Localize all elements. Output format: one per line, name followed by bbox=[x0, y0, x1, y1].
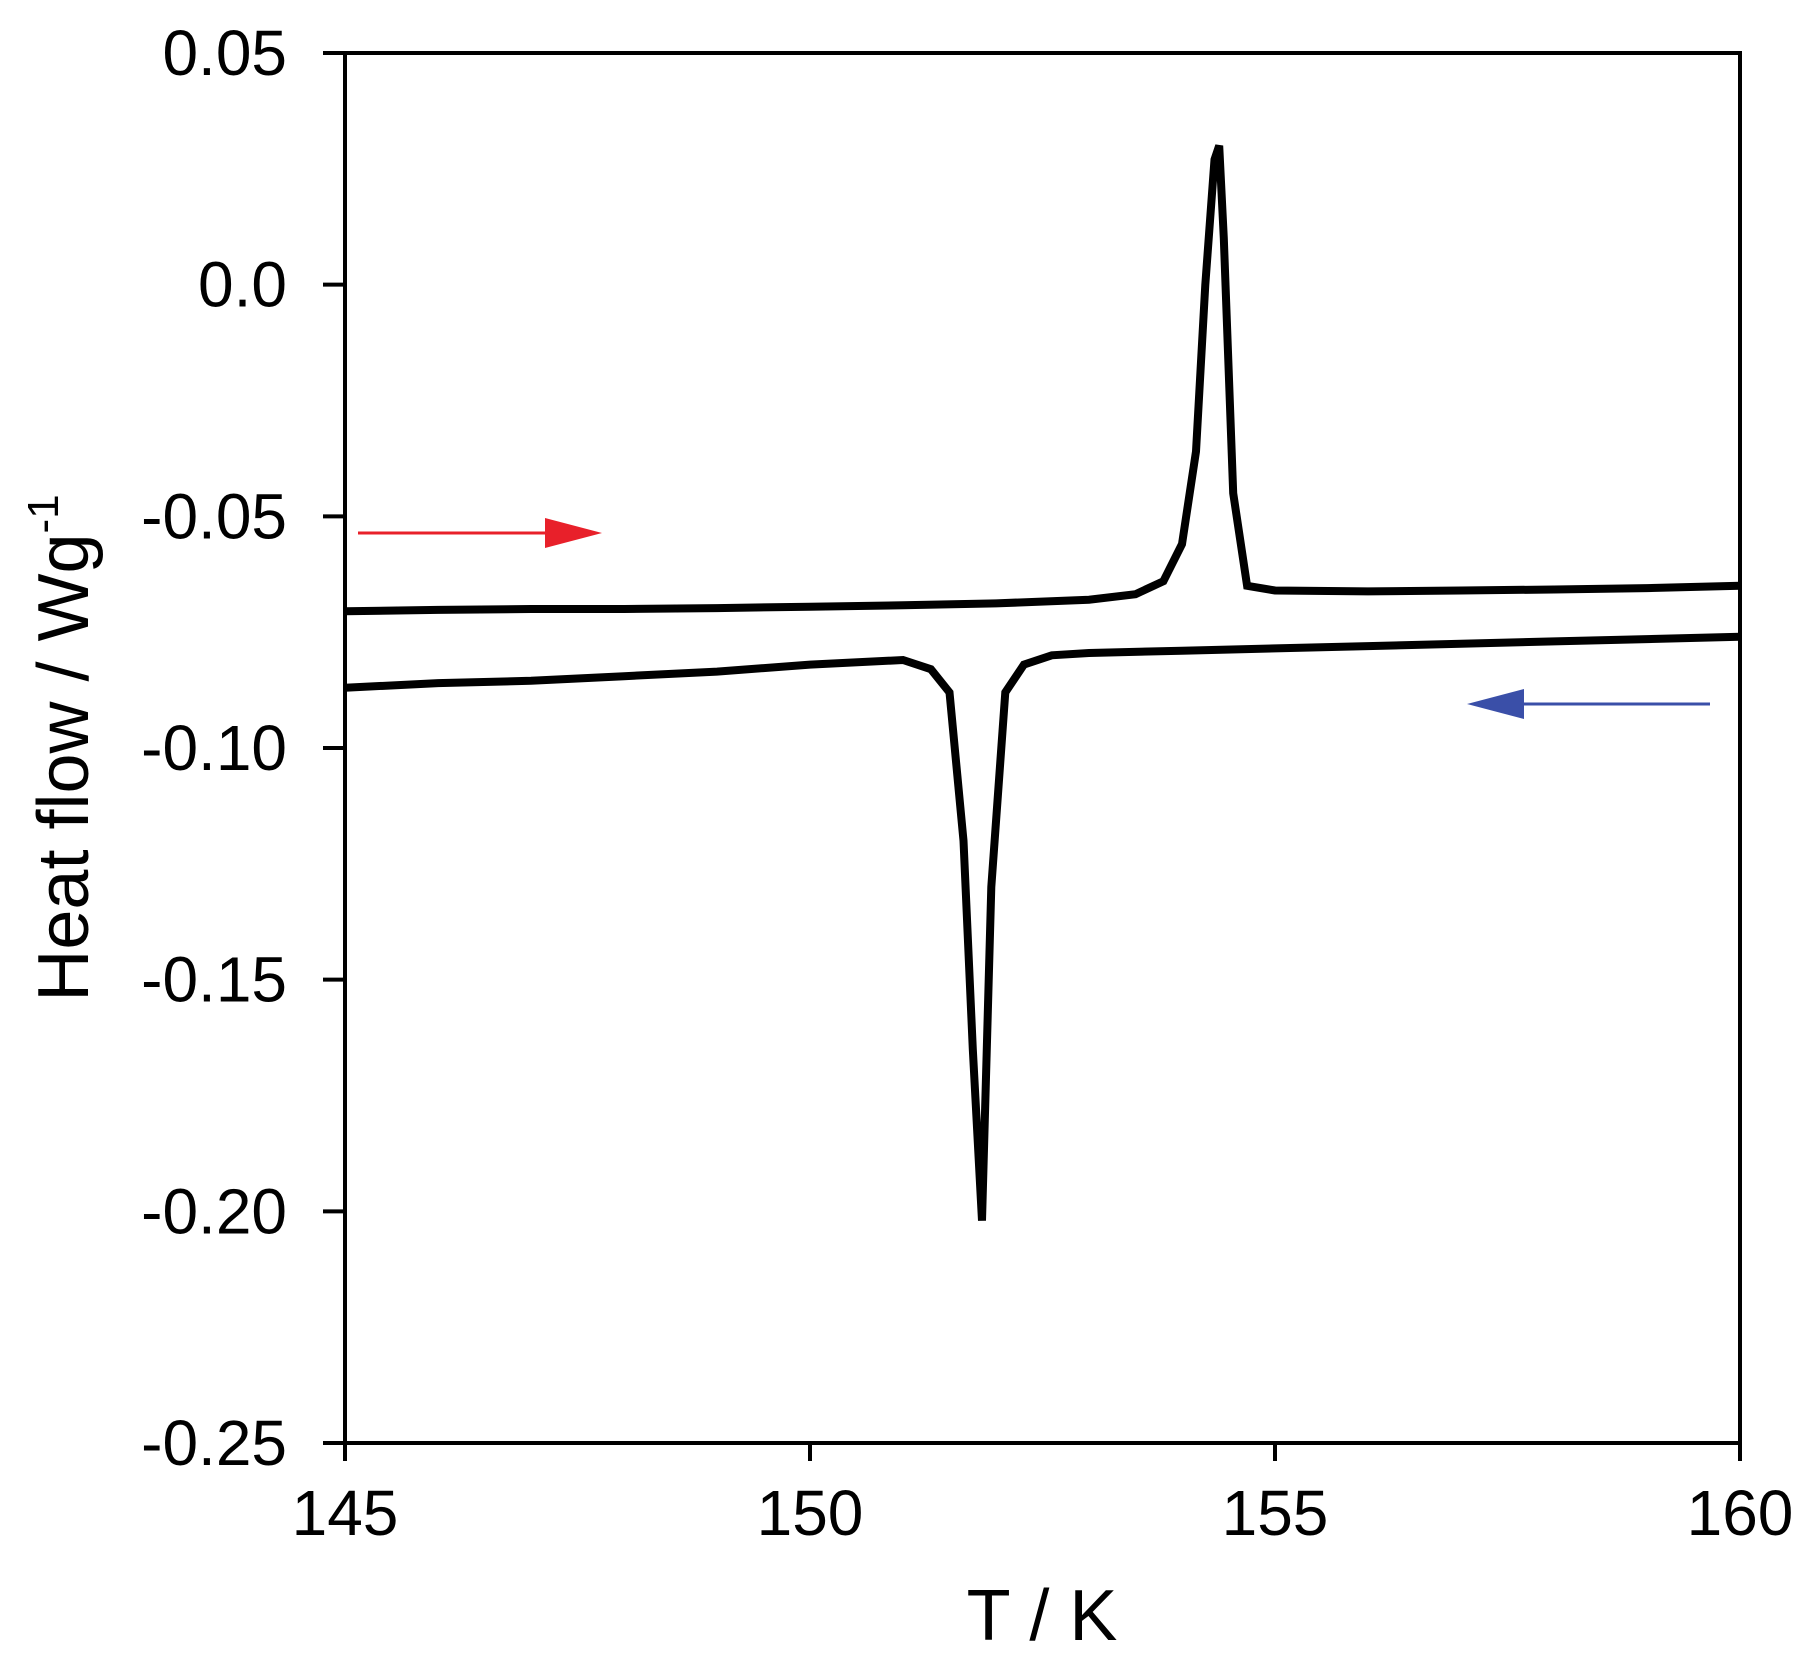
y-tick-label: -0.10 bbox=[141, 712, 287, 784]
x-tick-label: 160 bbox=[1687, 1477, 1794, 1549]
y-axis: 0.05 0.0 -0.05 -0.10 -0.15 -0.20 -0.25 bbox=[141, 17, 345, 1479]
y-axis-title-main: Heat flow / Wg bbox=[24, 533, 104, 1001]
heating-trace bbox=[344, 144, 1741, 616]
cooling-arrow bbox=[1467, 689, 1710, 719]
y-tick-label: -0.20 bbox=[141, 1175, 287, 1247]
y-tick-label: -0.05 bbox=[141, 480, 287, 552]
x-tick-label: 150 bbox=[757, 1477, 864, 1549]
y-tick-label: -0.25 bbox=[141, 1407, 287, 1479]
y-tick-label: -0.15 bbox=[141, 944, 287, 1016]
x-axis: 145 150 155 160 bbox=[292, 1443, 1794, 1549]
y-axis-title: Heat flow / Wg-1 bbox=[19, 494, 104, 1001]
cooling-trace bbox=[344, 632, 1741, 1221]
y-axis-title-superscript: -1 bbox=[19, 494, 68, 533]
series-layer bbox=[344, 144, 1741, 1221]
heating-arrow bbox=[358, 518, 602, 548]
x-axis-title: T / K bbox=[967, 1576, 1118, 1656]
x-tick-label: 155 bbox=[1222, 1477, 1329, 1549]
plot-frame bbox=[343, 51, 1742, 1445]
x-tick-label: 145 bbox=[292, 1477, 399, 1549]
y-tick-label: 0.0 bbox=[198, 249, 287, 321]
y-tick-label: 0.05 bbox=[162, 17, 287, 89]
